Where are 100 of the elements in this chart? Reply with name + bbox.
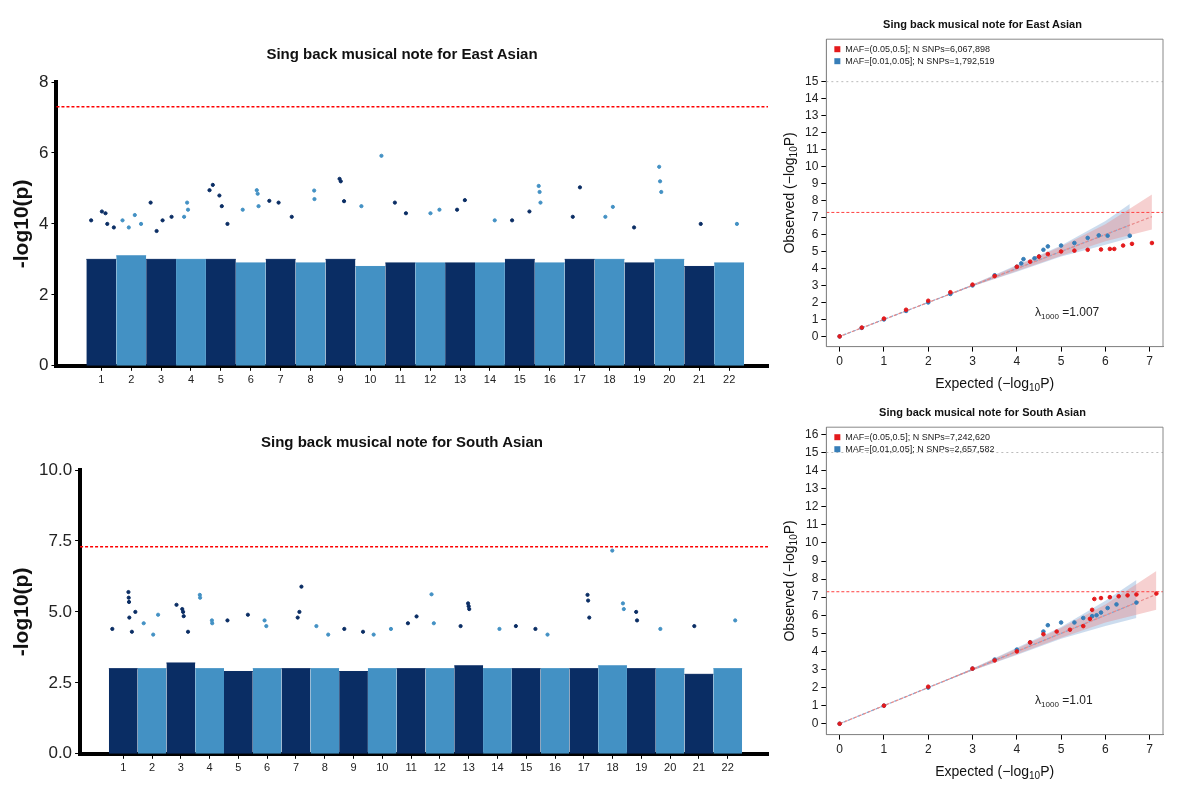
y-tick-label: 14 xyxy=(804,90,819,105)
y-tick-label: 6 xyxy=(38,142,49,162)
x-tick-label: 21 xyxy=(692,761,706,774)
x-tick-label: 20 xyxy=(663,373,676,386)
x-tick-label: 8 xyxy=(307,373,314,386)
y-tick-label: 10 xyxy=(804,158,819,173)
y-tick-label: 2 xyxy=(38,284,49,304)
x-tick-label: 1 xyxy=(880,354,888,369)
x-tick-label: 10 xyxy=(364,373,377,386)
x-tick-label: 5 xyxy=(235,761,242,774)
x-tick-label: 7 xyxy=(1146,354,1154,369)
legend-label: MAF=[0.01,0.05]; N SNPs=1,792,519 xyxy=(845,55,995,66)
x-tick-label: 5 xyxy=(217,373,224,386)
y-tick-label: 0 xyxy=(811,328,819,343)
y-tick-label: 10.0 xyxy=(38,459,73,479)
x-tick-label: 19 xyxy=(635,761,648,774)
x-tick-label: 20 xyxy=(664,761,677,774)
y-axis-title: -log10(p) xyxy=(8,179,32,269)
y-tick-label: 10 xyxy=(804,535,819,550)
y-tick-label: 5 xyxy=(811,625,819,640)
y-tick-label: 11 xyxy=(805,141,819,156)
legend-label: MAF=[0.01,0.05]; N SNPs=2,657,582 xyxy=(845,443,995,454)
y-tick-label: 11 xyxy=(805,517,819,532)
x-tick-label: 7 xyxy=(292,761,300,774)
y-tick-label: 7 xyxy=(811,589,819,604)
x-tick-label: 17 xyxy=(573,373,586,386)
y-tick-label: 4 xyxy=(38,213,49,233)
x-tick-label: 7 xyxy=(277,373,284,386)
x-tick-label: 1 xyxy=(98,373,105,386)
x-tick-label: 15 xyxy=(513,373,526,386)
legend-label: MAF=(0.05,0.5]; N SNPs=7,242,620 xyxy=(845,431,990,442)
legend-label: MAF=(0.05,0.5]; N SNPs=6,067,898 xyxy=(845,43,990,54)
y-tick-label: 13 xyxy=(804,480,819,495)
y-tick-label: 5 xyxy=(811,243,819,258)
y-tick-label: 2.5 xyxy=(48,672,73,692)
y-tick-label: 7.5 xyxy=(48,530,73,550)
y-tick-label: 2 xyxy=(811,679,819,694)
x-tick-label: 14 xyxy=(491,761,504,774)
x-tick-label: 3 xyxy=(158,373,165,386)
y-tick-label: 2 xyxy=(811,294,819,309)
y-axis-title: Observed (−log10P) xyxy=(780,520,799,642)
x-tick-label: 17 xyxy=(577,761,590,774)
x-tick-label: 16 xyxy=(543,373,556,386)
y-tick-label: 5.0 xyxy=(48,601,73,621)
x-tick-label: 13 xyxy=(453,373,467,386)
y-tick-label: 14 xyxy=(804,462,819,477)
x-tick-label: 3 xyxy=(177,761,184,774)
x-tick-label: 7 xyxy=(1146,742,1154,757)
x-tick-label: 16 xyxy=(548,761,562,774)
x-tick-label: 10 xyxy=(376,761,389,774)
y-tick-label: 1 xyxy=(811,697,819,712)
x-tick-label: 19 xyxy=(633,373,646,386)
y-tick-label: 9 xyxy=(811,553,819,568)
x-tick-label: 2 xyxy=(924,354,932,369)
chart-title: Sing back musical note for East Asian xyxy=(266,45,538,63)
x-tick-label: 6 xyxy=(247,373,254,386)
y-tick-label: 4 xyxy=(811,260,819,275)
x-tick-label: 0 xyxy=(836,742,844,757)
x-tick-label: 1 xyxy=(120,761,127,774)
y-tick-label: 0.0 xyxy=(48,743,73,763)
x-tick-label: 5 xyxy=(1057,354,1065,369)
x-tick-label: 3 xyxy=(969,742,977,757)
x-tick-label: 6 xyxy=(1102,742,1110,757)
x-tick-label: 11 xyxy=(394,373,406,386)
x-tick-label: 4 xyxy=(1013,742,1021,757)
x-tick-label: 6 xyxy=(1102,354,1110,369)
x-tick-label: 11 xyxy=(405,761,417,774)
y-tick-label: 15 xyxy=(804,444,819,459)
y-axis-title: Observed (−log10P) xyxy=(780,132,799,254)
x-tick-label: 1 xyxy=(880,742,888,757)
y-tick-label: 6 xyxy=(811,226,819,241)
x-tick-label: 14 xyxy=(483,373,497,386)
x-tick-label: 4 xyxy=(206,761,213,774)
x-tick-label: 3 xyxy=(969,354,977,369)
x-tick-label: 5 xyxy=(1057,742,1065,757)
y-axis-title: -log10(p) xyxy=(8,567,32,657)
y-tick-label: 8 xyxy=(811,192,819,207)
x-tick-label: 13 xyxy=(462,761,475,774)
x-tick-label: 4 xyxy=(187,373,195,386)
y-tick-label: 8 xyxy=(38,71,49,91)
y-tick-label: 9 xyxy=(811,175,819,190)
y-tick-label: 7 xyxy=(811,209,819,224)
x-tick-label: 15 xyxy=(520,761,533,774)
y-tick-label: 16 xyxy=(804,426,819,441)
x-tick-label: 9 xyxy=(350,761,357,774)
x-tick-label: 18 xyxy=(603,373,616,386)
x-tick-label: 4 xyxy=(1013,354,1021,369)
x-tick-label: 2 xyxy=(148,761,156,774)
x-tick-label: 2 xyxy=(128,373,135,386)
x-tick-label: 21 xyxy=(693,373,706,386)
x-tick-label: 12 xyxy=(424,373,437,386)
chart-title: Sing back musical note for South Asian xyxy=(261,433,543,451)
y-tick-label: 4 xyxy=(811,643,819,658)
x-tick-label: 22 xyxy=(723,373,736,386)
x-tick-label: 0 xyxy=(836,354,844,369)
x-tick-label: 22 xyxy=(721,761,734,774)
x-tick-label: 2 xyxy=(924,742,932,757)
y-tick-label: 0 xyxy=(811,716,819,731)
x-tick-label: 8 xyxy=(321,761,328,774)
y-tick-label: 12 xyxy=(804,124,819,139)
